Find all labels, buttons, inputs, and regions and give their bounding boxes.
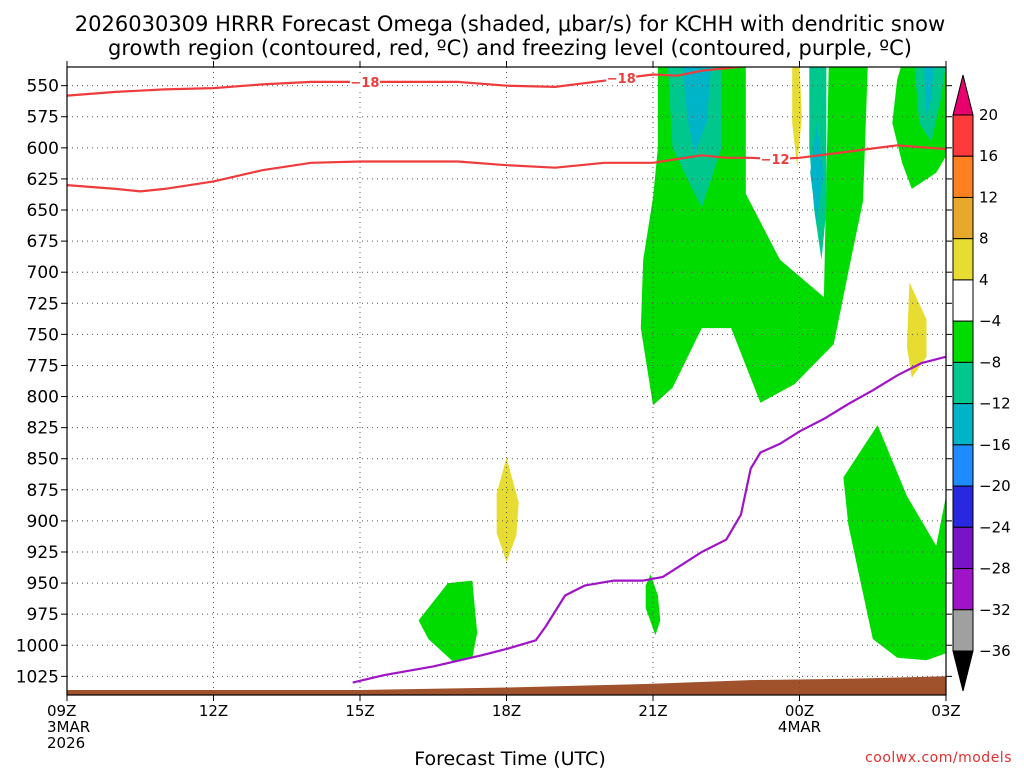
colorbar-label-4: 4 xyxy=(979,271,989,289)
freezing-level-contour xyxy=(352,355,946,684)
colorbar-swatch-0 xyxy=(952,114,974,157)
credit-text: coolwx.com/models xyxy=(865,750,1012,766)
x-axis-label: Forecast Time (UTC) xyxy=(414,748,605,768)
colorbar-swatch-1 xyxy=(952,155,974,198)
colorbar-label-3: 8 xyxy=(979,230,989,248)
y-tick-label-8: 750 xyxy=(27,325,59,345)
y-tick-label-7: 725 xyxy=(27,294,59,314)
colorbar-label-10: −24 xyxy=(979,518,1011,536)
chart-title-line-1: 2026030309 HRRR Forecast Omega (shaded, … xyxy=(75,12,945,36)
axes: 550 575 600 625 650 675 700 725 750 775 800 825 850 8… xyxy=(16,61,961,752)
dgz-lower-label: −12 xyxy=(761,153,790,168)
colorbar-bottom-arrow xyxy=(952,650,974,692)
colorbar-label-8: −16 xyxy=(979,436,1011,454)
y-tick-label-6: 700 xyxy=(27,263,59,283)
colorbar-swatch-3 xyxy=(952,238,974,281)
y-tick-label-12: 850 xyxy=(27,450,59,470)
chart-title-line-2: growth region (contoured, red, ºC) and f… xyxy=(108,36,912,60)
terrain-fill xyxy=(67,676,946,695)
y-tick-label-10: 800 xyxy=(27,388,59,408)
y-tick-label-16: 950 xyxy=(27,574,59,594)
plot-area: −18 −18 −12 xyxy=(67,67,946,695)
y-tick-label-19: 1025 xyxy=(16,667,59,687)
x-tick-label-3-0: 18Z xyxy=(492,702,521,720)
y-tick-label-17: 975 xyxy=(27,605,59,625)
omega-region-4 xyxy=(645,574,661,636)
dgz-upper-label-1-bg xyxy=(349,73,380,89)
x-tick-label-6-0: 03Z xyxy=(931,702,960,720)
x-tick-label-1-0: 12Z xyxy=(199,702,228,720)
y-tick-label-0: 550 xyxy=(27,77,59,97)
x-tick-label-0-2: 2026 xyxy=(47,734,85,752)
colorbar-label-6: −8 xyxy=(979,353,1001,371)
x-tick-label-2-0: 15Z xyxy=(345,702,374,720)
dgz-lower-label-bg xyxy=(760,151,791,167)
colorbar: 20 16 12 8 4 −4 −8 −12 −16 −20 −24 −28 −32 −36 xyxy=(952,74,1011,692)
colorbar-swatch-2 xyxy=(952,196,974,240)
dgz-upper-contour xyxy=(67,67,750,97)
colorbar-swatch-8 xyxy=(952,444,974,487)
y-tick-label-1: 575 xyxy=(27,108,59,128)
colorbar-swatch-5 xyxy=(952,320,974,363)
colorbar-label-2: 12 xyxy=(979,188,998,206)
colorbar-swatch-12 xyxy=(952,609,974,652)
x-tick-label-0-1: 3MAR xyxy=(47,718,90,736)
dgz-upper-label-1: −18 xyxy=(350,76,379,91)
y-tick-label-2: 600 xyxy=(27,139,59,159)
y-tick-label-5: 675 xyxy=(27,232,59,252)
omega-region-2 xyxy=(843,425,946,661)
y-tick-label-3: 625 xyxy=(27,170,59,190)
omega-region-8 xyxy=(682,67,712,154)
dgz-upper-label-2-bg xyxy=(606,70,637,86)
omega-region-10 xyxy=(924,67,934,117)
dgz-upper-label-2: −18 xyxy=(607,72,636,87)
colorbar-top-arrow xyxy=(952,74,974,116)
colorbar-label-0: 20 xyxy=(979,106,998,124)
colorbar-swatch-11 xyxy=(952,568,974,611)
omega-region-13 xyxy=(496,457,519,562)
omega-region-12 xyxy=(906,282,927,378)
y-tick-label-13: 875 xyxy=(27,481,59,501)
omega-region-3 xyxy=(418,580,478,662)
colorbar-swatch-10 xyxy=(952,526,974,570)
colorbar-label-12: −32 xyxy=(979,601,1011,619)
x-tick-label-5-1: 4MAR xyxy=(778,718,821,736)
colorbar-label-13: −36 xyxy=(979,642,1011,660)
y-tick-label-11: 825 xyxy=(27,419,59,439)
colorbar-label-7: −12 xyxy=(979,395,1011,413)
x-tick-label-5-0: 00Z xyxy=(785,702,814,720)
y-tick-label-9: 775 xyxy=(27,356,59,376)
x-tick-label-0-0: 09Z xyxy=(47,702,76,720)
x-tick-label-4-0: 21Z xyxy=(638,702,667,720)
y-tick-label-15: 925 xyxy=(27,543,59,563)
y-tick-label-18: 1000 xyxy=(16,636,59,656)
y-tick-label-4: 650 xyxy=(27,201,59,221)
colorbar-swatch-6 xyxy=(952,361,974,405)
y-tick-label-14: 900 xyxy=(27,512,59,532)
colorbar-swatch-7 xyxy=(952,403,974,446)
colorbar-label-11: −28 xyxy=(979,560,1011,578)
colorbar-swatch-4 xyxy=(952,279,974,322)
colorbar-label-5: −4 xyxy=(979,312,1001,330)
colorbar-swatch-9 xyxy=(952,485,974,528)
omega-region-9 xyxy=(810,123,824,223)
colorbar-label-9: −20 xyxy=(979,477,1011,495)
colorbar-label-1: 16 xyxy=(979,147,998,165)
omega-region-11 xyxy=(792,67,802,167)
